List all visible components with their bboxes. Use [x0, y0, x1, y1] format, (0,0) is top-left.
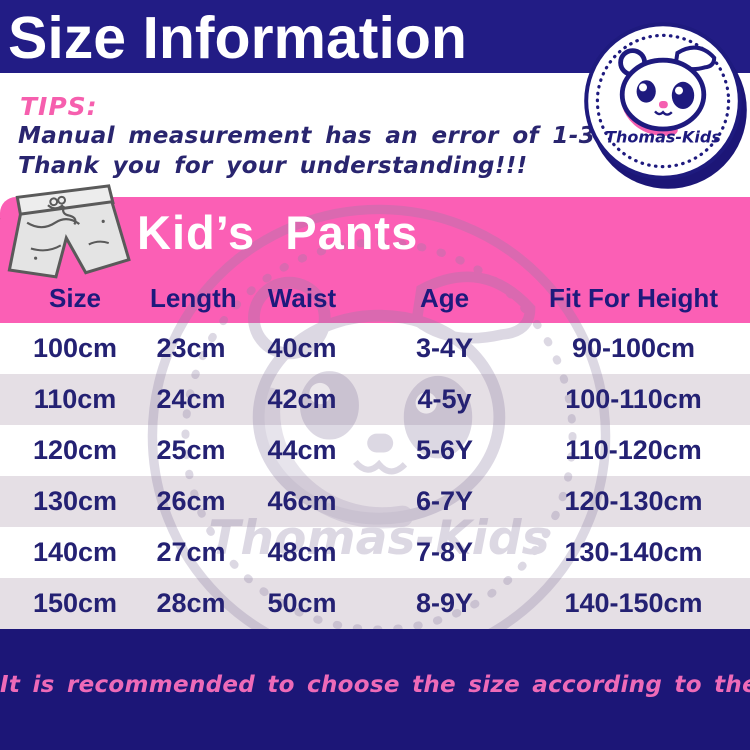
table-row-stripe — [0, 425, 750, 476]
table-row-stripe — [0, 374, 750, 425]
tips-label: TIPS: — [20, 92, 98, 121]
logo-brand-text: Thomas-Kids — [605, 128, 721, 147]
bear-logo-icon: Thomas-Kids — [584, 22, 742, 180]
table-row-stripe — [0, 323, 750, 374]
table-row-stripe — [0, 527, 750, 578]
footer-bar — [0, 629, 750, 750]
table-stripes — [0, 323, 750, 629]
shorts-icon — [0, 184, 131, 279]
tips-line-2: Thank you for your understanding!!! — [18, 153, 528, 179]
tips-line-1: Manual measurement has an error of 1-3cm — [18, 123, 634, 149]
table-row-stripe — [0, 578, 750, 629]
table-row-stripe — [0, 476, 750, 527]
